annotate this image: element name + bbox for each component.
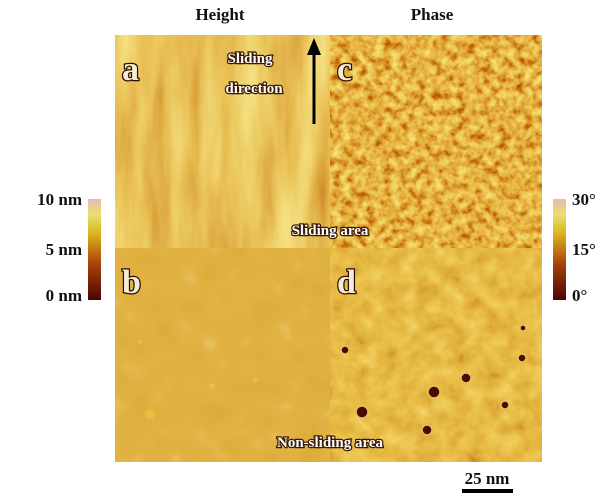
direction-arrow — [307, 38, 321, 124]
phase-pits — [340, 324, 527, 436]
column-header: Height — [195, 5, 244, 24]
annotation: Sliding — [227, 51, 273, 67]
phase-colorbar — [553, 199, 566, 300]
height-image-sliding — [115, 35, 330, 248]
annotation: Sliding area — [292, 223, 369, 239]
colorbar-label: 0 nm — [46, 286, 82, 305]
panel-label: a — [122, 51, 139, 88]
colorbar-label: 5 nm — [46, 240, 82, 259]
phase-image-sliding — [330, 35, 542, 248]
annotation: Non-sliding area — [277, 435, 383, 451]
annotation: direction — [225, 81, 283, 97]
colorbar-label: 15° — [572, 240, 596, 259]
colorbar-label: 0° — [572, 286, 587, 305]
scale-bar-label: 25 nm — [465, 469, 510, 488]
height-particles — [138, 340, 258, 419]
panel-label: b — [122, 264, 141, 301]
height-colorbar — [88, 199, 101, 300]
panel-label: c — [337, 51, 352, 88]
colorbar-label: 10 nm — [37, 190, 82, 209]
phase-image-nonsliding — [330, 248, 542, 462]
column-header: Phase — [411, 5, 454, 24]
scale-bar — [462, 489, 513, 493]
colorbar-label: 30° — [572, 190, 596, 209]
panel-label: d — [337, 264, 356, 301]
height-image-nonsliding — [115, 248, 330, 462]
